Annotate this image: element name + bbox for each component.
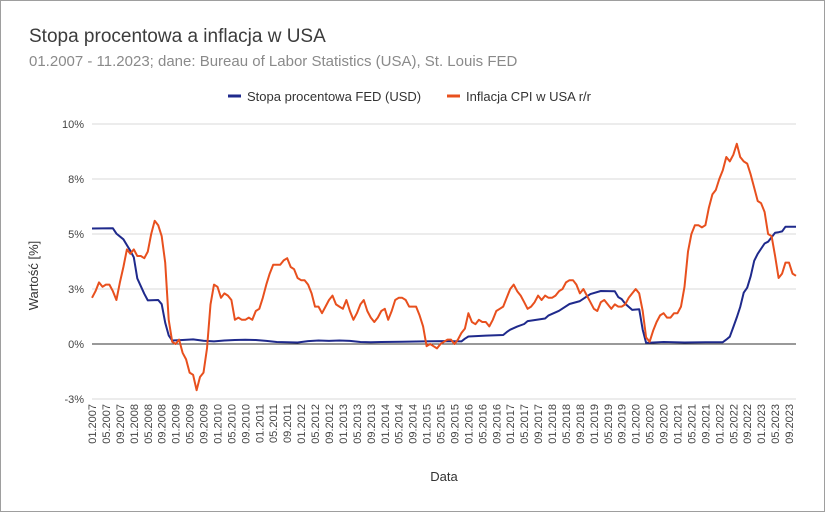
x-tick-label: 01.2018 (547, 404, 559, 444)
x-tick-label: 09.2020 (659, 404, 671, 444)
y-axis-label: Wartość [%] (26, 241, 41, 311)
x-tick-label: 09.2014 (408, 404, 420, 444)
x-tick-label: 01.2011 (254, 404, 266, 443)
series-line-2 (91, 142, 797, 392)
x-tick-label: 01.2017 (505, 404, 517, 444)
y-tick-label: 3% (68, 284, 84, 296)
y-tick-label: 8% (68, 174, 84, 186)
x-tick-label: 09.2008 (157, 404, 169, 444)
x-tick-label: 05.2015 (436, 404, 448, 444)
x-tick-label: 09.2016 (491, 404, 503, 444)
x-tick-label: 05.2023 (770, 404, 782, 444)
legend-label: Stopa procentowa FED (USD) (247, 89, 421, 104)
x-tick-label: 05.2010 (226, 404, 238, 444)
x-tick-label: 09.2021 (700, 404, 712, 444)
x-tick-label: 01.2009 (171, 404, 183, 444)
x-tick-label: 01.2023 (756, 404, 768, 444)
x-tick-label: 05.2011 (268, 404, 280, 443)
x-tick-label: 05.2009 (185, 404, 197, 444)
x-tick-label: 09.2010 (240, 404, 252, 444)
x-axis-label: Data (430, 469, 458, 484)
legend-item-2: Inflacja CPI w USA r/r (447, 89, 592, 104)
x-tick-label: 01.2019 (589, 404, 601, 444)
x-tick-label: 01.2013 (338, 404, 350, 444)
x-tick-label: 09.2015 (449, 404, 461, 444)
x-tick-label: 05.2013 (352, 404, 364, 444)
x-tick-label: 09.2023 (784, 404, 796, 444)
x-tick-label: 09.2018 (575, 404, 587, 444)
x-tick-label: 01.2015 (422, 404, 434, 444)
chart-title: Stopa procentowa a inflacja w USA (29, 26, 326, 47)
y-tick-label: 0% (68, 339, 84, 351)
x-tick-label: 09.2013 (366, 404, 378, 444)
legend-label: Inflacja CPI w USA r/r (466, 89, 592, 104)
chart-subtitle: 01.2007 - 11.2023; dane: Bureau of Labor… (29, 53, 518, 70)
x-tick-label: 01.2022 (714, 404, 726, 444)
x-tick-label: 01.2007 (87, 404, 99, 444)
y-tick-label: 10% (62, 119, 84, 131)
x-tick-label: 01.2021 (673, 404, 685, 444)
x-tick-label: 09.2007 (115, 404, 127, 444)
x-tick-label: 05.2017 (519, 404, 531, 444)
x-tick-label: 01.2020 (631, 404, 643, 444)
x-tick-label: 05.2019 (603, 404, 615, 444)
x-tick-label: 05.2021 (686, 404, 698, 444)
x-tick-label: 09.2019 (617, 404, 629, 444)
y-tick-label: 5% (68, 229, 84, 241)
x-tick-label: 09.2012 (324, 404, 336, 444)
x-tick-label: 05.2020 (645, 404, 657, 444)
x-tick-label: 01.2014 (380, 404, 392, 444)
x-tick-label: 01.2010 (212, 404, 224, 444)
x-tick-label: 05.2012 (310, 404, 322, 444)
x-tick-label: 05.2016 (477, 404, 489, 444)
x-tick-label: 05.2014 (394, 404, 406, 444)
x-tick-label: 09.2022 (742, 404, 754, 444)
x-tick-label: 01.2012 (296, 404, 308, 444)
x-tick-label: 05.2008 (143, 404, 155, 444)
x-tick-label: 05.2022 (728, 404, 740, 444)
x-tick-label: 09.2017 (533, 404, 545, 444)
x-tick-label: 09.2009 (199, 404, 211, 444)
x-tick-label: 05.2018 (561, 404, 573, 444)
x-tick-label: 01.2016 (463, 404, 475, 444)
x-tick-label: 05.2007 (101, 404, 113, 444)
x-tick-label: 09.2011 (282, 404, 294, 443)
y-tick-label: -3% (64, 394, 84, 406)
legend-item-1: Stopa procentowa FED (USD) (228, 89, 421, 104)
x-tick-label: 01.2008 (129, 404, 141, 444)
